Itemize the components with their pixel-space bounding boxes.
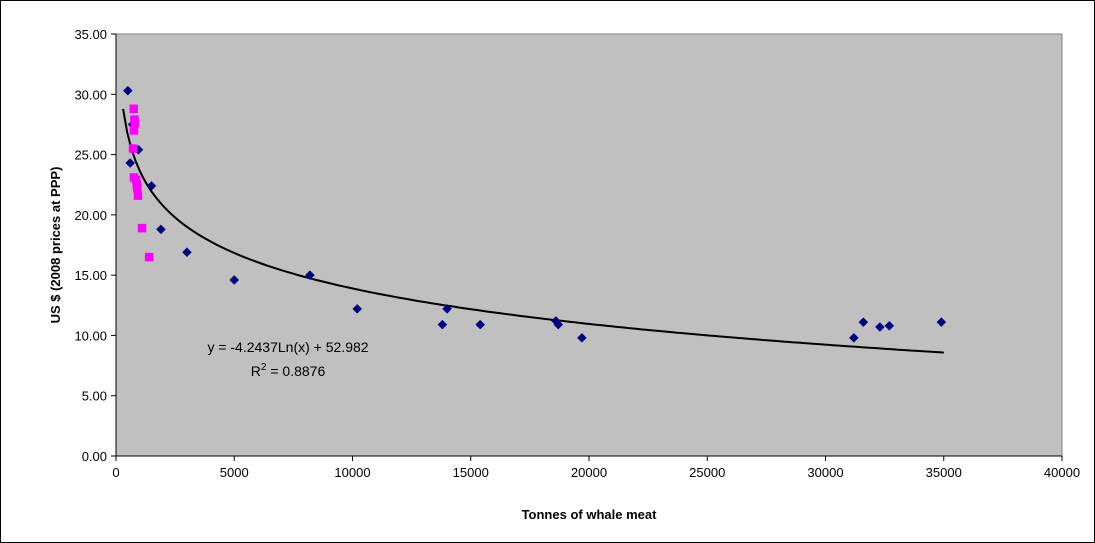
x-tick-label: 35000: [926, 465, 962, 480]
r-squared-label: R2 = 0.8876: [251, 362, 326, 379]
data-point-diamond: [936, 317, 947, 328]
x-tick-label: 30000: [807, 465, 843, 480]
y-tick-label: 0.00: [82, 449, 107, 464]
data-point-diamond: [182, 247, 192, 258]
data-point-diamond: [125, 158, 136, 168]
x-tick-label: 10000: [334, 465, 370, 480]
x-tick-label: 20000: [571, 465, 607, 480]
data-point-square: [128, 144, 138, 153]
x-tick-label: 0: [112, 465, 119, 480]
y-tick-label: 25.00: [74, 148, 107, 163]
r-squared-superscript: 2: [261, 362, 267, 373]
plot-area: [115, 33, 1063, 457]
data-point-diamond: [577, 332, 587, 343]
y-tick-label: 15.00: [74, 268, 107, 283]
y-axis-title: US $ (2008 prices at PPP): [48, 167, 63, 324]
trendline: [122, 108, 944, 354]
data-point-diamond: [305, 270, 315, 280]
y-tick-label: 35.00: [74, 27, 107, 42]
data-point-square: [130, 118, 140, 128]
data-point-square: [133, 184, 142, 193]
y-tick-label: 30.00: [74, 87, 107, 102]
data-point-square: [129, 126, 139, 135]
trendline-equation: y = -4.2437Ln(x) + 52.982: [207, 339, 368, 355]
data-point-square: [133, 191, 143, 200]
data-point-diamond: [229, 275, 240, 285]
x-tick-label: 5000: [220, 465, 249, 480]
x-axis-title: Tonnes of whale meat: [522, 507, 658, 522]
x-tick-label: 15000: [453, 465, 489, 480]
data-point-diamond: [884, 320, 895, 331]
r-squared-prefix: R: [251, 363, 261, 379]
data-point-diamond: [437, 319, 448, 330]
y-tick-label: 10.00: [74, 328, 107, 343]
data-point-square: [129, 104, 138, 114]
data-points: [122, 85, 947, 343]
data-point-diamond: [122, 85, 133, 96]
y-tick-label: 5.00: [82, 389, 107, 404]
data-point-diamond: [442, 304, 452, 314]
x-tick-label: 40000: [1044, 465, 1080, 480]
data-point-square: [137, 223, 147, 233]
data-point-square: [144, 252, 154, 262]
x-axis-ticks: 0 5000 10000 15000 20000 25000 30000 35000 40000: [112, 456, 1080, 480]
data-point-diamond: [553, 319, 564, 330]
data-point-diamond: [156, 224, 166, 235]
data-point-diamond: [475, 319, 486, 330]
data-point-diamond: [858, 317, 869, 328]
r-squared-value: = 0.8876: [266, 363, 325, 379]
data-point-diamond: [849, 332, 859, 343]
y-axis-ticks: 0.00 5.00 10.00 15.00 20.00 25.00 30.00 35.00: [74, 27, 116, 464]
y-tick-label: 20.00: [74, 208, 107, 223]
data-point-diamond: [146, 181, 157, 191]
data-point-diamond: [352, 304, 363, 314]
x-tick-label: 25000: [689, 465, 725, 480]
data-point-diamond: [875, 322, 885, 332]
